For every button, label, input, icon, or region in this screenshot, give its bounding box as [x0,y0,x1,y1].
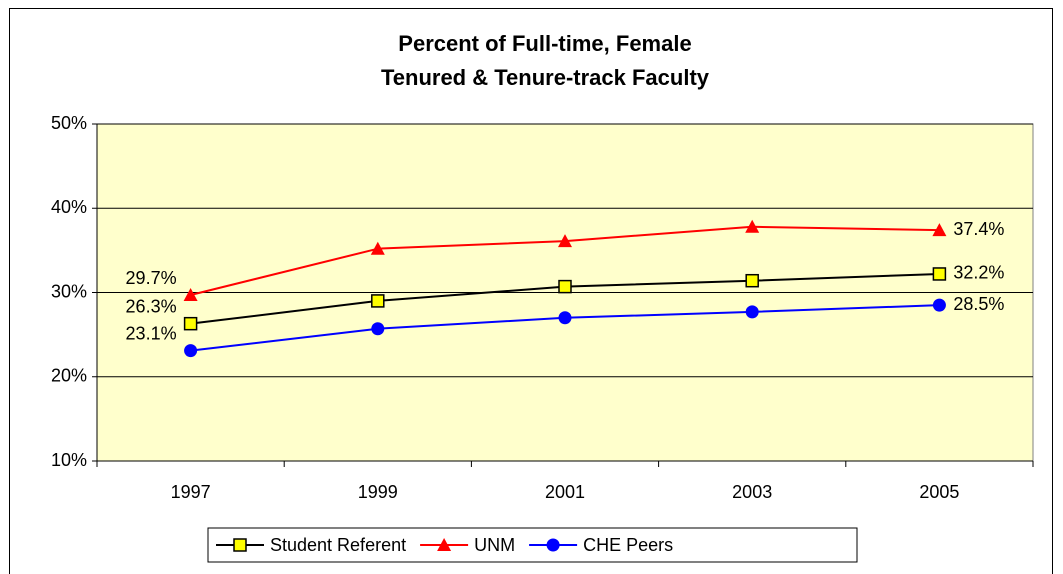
data-point [370,241,385,255]
data-point [371,322,385,336]
legend-marker [546,538,560,552]
data-point [745,273,759,288]
x-tick-label: 1999 [358,482,398,502]
data-point [371,294,385,308]
legend-label: Student Referent [270,535,406,555]
data-label: 23.1% [126,323,177,343]
y-tick-label: 30% [51,281,87,301]
data-label: 26.3% [126,296,177,316]
data-label: 37.4% [953,219,1004,239]
data-point [183,288,198,302]
data-point [183,316,198,331]
chart-title: Percent of Full-time, Female [398,31,691,56]
data-point [745,219,760,233]
legend-marker [233,538,247,552]
y-tick-label: 20% [51,366,87,386]
legend-marker [437,538,452,551]
y-tick-label: 40% [51,197,87,217]
x-tick-label: 1997 [171,482,211,502]
y-tick-label: 50% [51,113,87,133]
data-point [932,298,946,312]
data-label: 32.2% [953,263,1004,283]
legend-label: UNM [474,535,515,555]
data-point [558,234,572,248]
data-point [745,305,759,319]
data-point [932,223,947,237]
x-tick-label: 2005 [919,482,959,502]
chart-title: Tenured & Tenure-track Faculty [381,65,710,90]
data-label: 28.5% [953,294,1004,314]
data-point [184,344,198,358]
data-point [558,279,572,294]
data-label: 29.7% [126,268,177,288]
y-tick-label: 10% [51,450,87,470]
legend-label: CHE Peers [583,535,673,555]
x-tick-label: 2001 [545,482,585,502]
data-point [932,267,947,281]
data-point [558,311,572,325]
x-tick-label: 2003 [732,482,772,502]
